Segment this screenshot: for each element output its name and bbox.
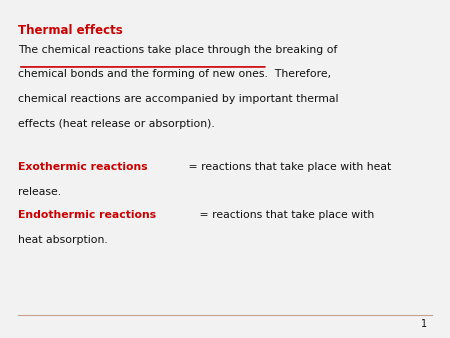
Text: Thermal effects: Thermal effects [18,24,123,37]
Text: effects (heat release or absorption).: effects (heat release or absorption). [18,119,215,129]
Text: chemical bonds and the forming of new ones.  Therefore,: chemical bonds and the forming of new on… [18,69,331,79]
Text: Endothermic reactions: Endothermic reactions [18,210,156,220]
Text: chemical reactions are accompanied by important thermal: chemical reactions are accompanied by im… [18,94,338,104]
Text: = reactions that take place with heat: = reactions that take place with heat [185,162,392,172]
Text: release.: release. [18,187,61,197]
Text: heat absorption.: heat absorption. [18,235,108,245]
Text: = reactions that take place with: = reactions that take place with [196,210,374,220]
Text: The chemical reactions take place through the breaking of: The chemical reactions take place throug… [18,45,338,55]
Text: 1: 1 [421,318,428,329]
Text: Exothermic reactions: Exothermic reactions [18,162,148,172]
